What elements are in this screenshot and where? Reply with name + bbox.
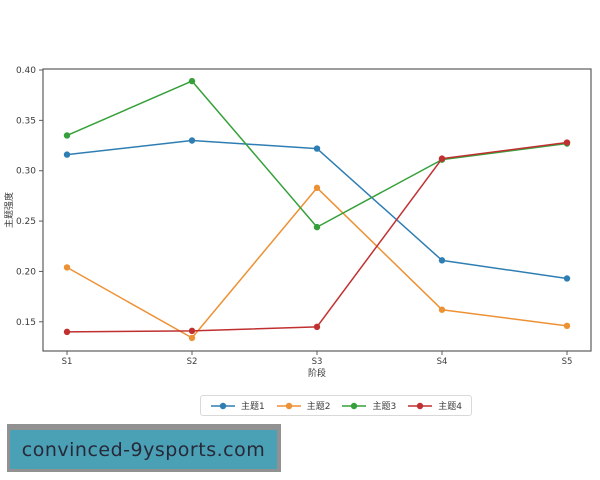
legend-label: 主题2	[306, 402, 331, 412]
y-tick-label: 0.25	[16, 217, 36, 227]
x-tick-label: S5	[562, 357, 573, 367]
legend-marker-icon	[276, 402, 301, 409]
legend-label: 主题3	[372, 402, 397, 412]
series-2	[63, 184, 571, 342]
data-point	[63, 264, 71, 271]
series-1	[63, 137, 571, 282]
data-point	[563, 139, 571, 146]
y-tick-label: 0.40	[16, 66, 36, 76]
series-line	[66, 139, 568, 280]
legend-label: 主题4	[438, 402, 462, 412]
legend-marker-icon	[408, 402, 433, 409]
x-tick-label: S1	[62, 357, 73, 367]
data-point	[438, 306, 446, 313]
series-4	[63, 139, 571, 336]
data-point	[313, 145, 321, 152]
legend-item-3: 主题3	[341, 399, 396, 412]
y-axis-title: 主题强度	[3, 192, 15, 228]
data-point	[563, 322, 571, 330]
legend-item-4: 主题4	[407, 399, 462, 412]
data-point	[188, 334, 196, 342]
legend-marker-icon	[211, 402, 235, 409]
legend-item-1: 主题1	[210, 399, 265, 412]
chart-legend: 主题1 主题2 主题3 主题4	[200, 395, 472, 416]
data-point	[63, 132, 71, 139]
x-tick-label: S4	[437, 357, 448, 367]
data-point	[313, 223, 321, 231]
data-point	[188, 137, 196, 144]
x-tick-label: S2	[187, 357, 198, 367]
y-tick-label: 0.35	[16, 116, 36, 126]
legend-item-2: 主题2	[276, 399, 331, 412]
series-line	[66, 187, 568, 339]
watermark-box: convinced-9ysports.com	[10, 430, 277, 469]
legend-marker-icon	[342, 402, 367, 409]
data-point	[188, 77, 196, 85]
watermark-text: convinced-9ysports.com	[21, 438, 266, 461]
legend-label: 主题1	[241, 402, 265, 412]
data-point	[313, 184, 321, 192]
watermark-panel: convinced-9ysports.com	[7, 424, 281, 472]
data-point	[63, 151, 71, 158]
plot-border	[42, 68, 592, 352]
series-3	[63, 77, 571, 231]
series-line	[66, 80, 568, 228]
series-line	[66, 141, 568, 333]
y-tick-label: 0.20	[16, 267, 36, 277]
data-point	[63, 328, 71, 336]
data-point	[438, 155, 446, 162]
data-point	[188, 327, 196, 335]
y-tick-label: 0.15	[16, 318, 36, 328]
x-tick-label: S3	[312, 357, 323, 367]
data-point	[438, 257, 446, 264]
y-tick-label: 0.30	[16, 167, 36, 177]
data-point	[313, 323, 321, 331]
data-point	[563, 275, 571, 282]
x-axis-title: 阶段	[308, 367, 326, 379]
